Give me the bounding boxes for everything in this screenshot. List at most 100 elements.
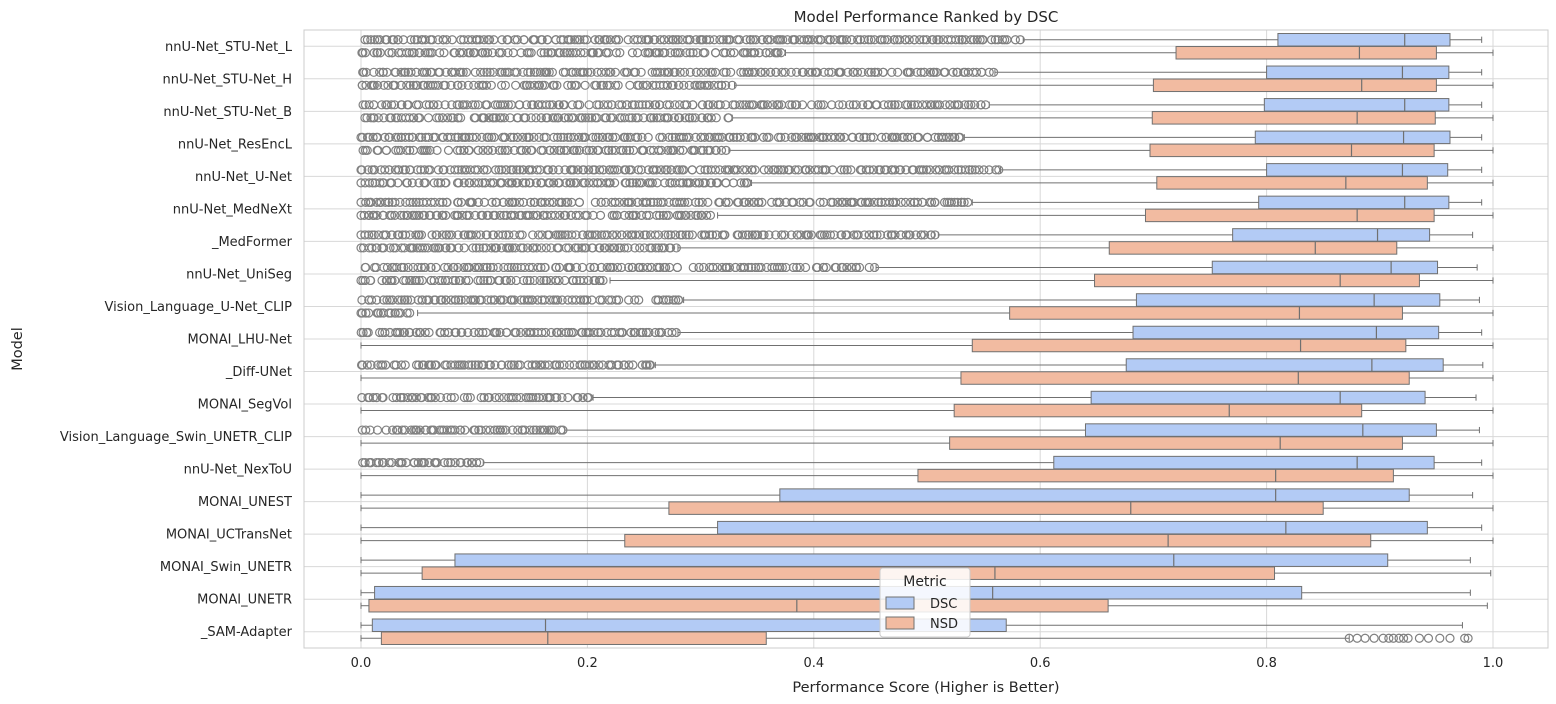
outlier-point [417, 295, 427, 305]
outlier-point [387, 275, 397, 286]
outlier-point [764, 165, 774, 175]
outlier-point [977, 35, 988, 45]
outlier-point [1388, 633, 1398, 643]
outlier-point [578, 230, 588, 240]
outlier-point [681, 230, 691, 240]
outlier-point [757, 197, 767, 207]
outlier-point [414, 132, 424, 142]
outlier-point [358, 145, 368, 155]
outlier-point [583, 392, 594, 403]
outlier-point [563, 392, 573, 403]
outlier-point [483, 210, 493, 220]
outlier-point [462, 392, 473, 403]
outlier-point [393, 295, 403, 305]
outlier-point [655, 100, 665, 110]
outlier-point [533, 262, 543, 273]
outlier-point [427, 392, 437, 403]
outlier-point [533, 295, 543, 305]
outlier-point [671, 243, 682, 253]
outlier-point [563, 80, 573, 90]
outlier-point [715, 35, 725, 45]
outlier-point [741, 35, 752, 45]
outlier-point [685, 178, 695, 188]
outlier-point [396, 67, 406, 77]
outlier-point [531, 178, 542, 188]
outlier-point [713, 80, 724, 90]
outlier-point [641, 230, 651, 240]
outlier-point [658, 210, 669, 220]
outlier-point [686, 210, 696, 220]
outlier-point [613, 360, 624, 370]
outlier-point [358, 48, 368, 58]
outlier-point [488, 145, 498, 155]
outlier-point [872, 100, 882, 110]
outlier-point [441, 67, 451, 77]
outlier-point [790, 35, 800, 45]
outlier-point [754, 48, 764, 58]
outlier-point [427, 35, 437, 45]
outlier-point [450, 295, 460, 305]
outlier-point [711, 113, 721, 123]
outlier-point [858, 100, 868, 110]
outlier-point [510, 197, 520, 207]
outlier-point [620, 113, 630, 123]
outlier-point [579, 35, 589, 45]
outlier-point [440, 100, 450, 110]
outlier-point [926, 100, 936, 110]
outlier-point [616, 262, 627, 273]
outlier-point [387, 48, 397, 58]
outlier-point [416, 132, 427, 142]
outlier-point [427, 230, 437, 240]
outlier-point [525, 425, 535, 435]
outlier-point [700, 165, 710, 175]
outlier-point [509, 295, 519, 305]
outlier-point [698, 145, 708, 155]
outlier-point [419, 80, 429, 90]
outlier-point [534, 132, 544, 142]
outlier-point [487, 48, 498, 58]
outlier-point [661, 295, 671, 305]
outlier-point [459, 178, 469, 188]
outlier-point [384, 197, 394, 207]
outlier-point [950, 100, 960, 110]
iqr-box [960, 371, 1410, 385]
outlier-point [362, 113, 372, 123]
outlier-point [404, 113, 415, 123]
outlier-point [433, 80, 443, 90]
outlier-point [391, 360, 401, 370]
outlier-point [984, 165, 994, 175]
outlier-point [559, 132, 569, 142]
outlier-point [740, 48, 750, 58]
outlier-point [366, 295, 377, 305]
outlier-point [638, 145, 649, 155]
outlier-point [863, 35, 874, 45]
outlier-point [405, 145, 415, 155]
outlier-point [750, 48, 760, 58]
outlier-point [459, 145, 469, 155]
outlier-point [508, 165, 518, 175]
outlier-point [844, 100, 855, 110]
outlier-point [438, 35, 448, 45]
outlier-point [399, 243, 410, 253]
outlier-point [524, 178, 534, 188]
outlier-point [526, 113, 536, 123]
outlier-point [851, 262, 861, 273]
outlier-point [544, 67, 554, 77]
outlier-point [477, 210, 488, 220]
outlier-point [545, 197, 555, 207]
outlier-point [678, 165, 689, 175]
outlier-point [979, 165, 989, 175]
outlier-point [470, 210, 480, 220]
outlier-point [626, 327, 636, 338]
outlier-point [530, 197, 540, 207]
outlier-point [409, 210, 419, 220]
outlier-point [426, 360, 437, 370]
outlier-point [449, 392, 459, 403]
outlier-point [412, 165, 422, 175]
outlier-point [784, 165, 795, 175]
outlier-point [597, 295, 607, 305]
y-tick-label-diff-unet: _Diff-UNet [225, 365, 292, 380]
outlier-point [567, 230, 577, 240]
outlier-point [661, 262, 671, 273]
outlier-point [648, 80, 658, 90]
